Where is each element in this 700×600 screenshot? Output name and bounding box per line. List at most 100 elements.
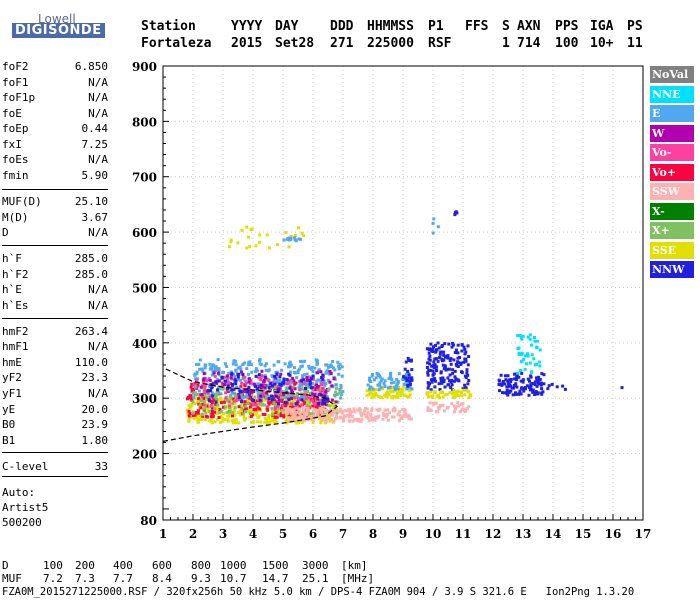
data-point [467, 379, 471, 382]
data-point [245, 367, 249, 371]
param-row: M(D) 3.67 [2, 211, 108, 225]
data-point [313, 388, 317, 392]
param-name: M(D) [2, 211, 29, 224]
data-point [526, 352, 529, 356]
data-point [191, 411, 195, 415]
data-point [455, 211, 459, 215]
profile-trace [162, 367, 339, 442]
param-value: N/A [88, 107, 108, 120]
data-point [395, 378, 399, 381]
data-point [522, 389, 526, 393]
data-point [526, 335, 530, 339]
data-point [258, 402, 262, 406]
data-point [385, 395, 389, 399]
data-point [203, 366, 207, 370]
data-point [259, 378, 263, 382]
data-point [536, 339, 540, 343]
data-point [241, 412, 245, 416]
data-point [234, 363, 238, 367]
data-point [251, 402, 255, 406]
param-name: foF2 [2, 60, 29, 73]
data-point [285, 408, 288, 412]
data-point [466, 390, 470, 394]
data-point [288, 236, 291, 240]
data-point [288, 373, 292, 377]
data-point [306, 380, 310, 384]
data-point [455, 364, 459, 368]
data-point [310, 394, 314, 398]
data-point [442, 378, 446, 382]
data-point [266, 378, 270, 382]
data-point [521, 334, 525, 338]
data-point [278, 379, 281, 383]
data-point [373, 418, 377, 422]
data-point [457, 404, 461, 408]
data-point [323, 384, 327, 388]
logo-text-lowell: Lowell [38, 12, 76, 26]
data-point [527, 393, 531, 397]
data-point [198, 414, 202, 418]
data-point [448, 359, 452, 362]
data-point [308, 382, 312, 386]
data-point [211, 410, 215, 414]
data-point [205, 379, 209, 383]
data-point [542, 373, 546, 377]
data-point [258, 362, 262, 366]
x-tick-label: 5 [279, 527, 287, 541]
data-point [339, 396, 343, 400]
data-point [460, 371, 464, 374]
data-point [300, 414, 304, 418]
data-point [261, 403, 264, 406]
data-point [524, 387, 527, 391]
data-point [275, 420, 279, 424]
param-name: h`E [2, 283, 22, 296]
data-point [401, 407, 405, 411]
data-point [374, 388, 378, 392]
data-point [396, 396, 400, 400]
header-label: IGA [590, 19, 614, 34]
data-point [429, 388, 433, 392]
data-point [281, 411, 285, 415]
param-value: 5.90 [81, 169, 109, 182]
x-tick-label: 13 [515, 527, 532, 541]
data-point [233, 391, 237, 395]
data-point [291, 408, 295, 412]
data-point [229, 405, 233, 409]
data-point [255, 411, 258, 415]
data-point [296, 371, 300, 374]
data-point [281, 395, 285, 399]
data-point [210, 391, 214, 395]
legend-entry: SSW [650, 183, 694, 200]
x-tick-label: 10 [425, 527, 442, 541]
data-point [340, 365, 344, 369]
data-point [244, 410, 247, 413]
data-point [464, 386, 468, 390]
data-point [248, 244, 252, 248]
data-point [284, 413, 288, 417]
data-point [302, 414, 306, 418]
data-point [306, 407, 310, 411]
data-point [308, 400, 312, 404]
data-point [428, 354, 432, 358]
data-point [302, 382, 306, 386]
data-point [339, 391, 343, 395]
data-point [325, 369, 329, 373]
data-point [517, 392, 521, 396]
data-point [401, 415, 405, 418]
data-point [371, 387, 375, 391]
data-point [200, 402, 204, 406]
legend-entry: Vo+ [650, 163, 694, 181]
data-point [288, 409, 291, 413]
data-point [377, 414, 381, 418]
data-point [408, 385, 412, 389]
data-point [397, 419, 401, 423]
data-point [530, 343, 533, 347]
data-point [404, 376, 408, 380]
data-point [437, 407, 441, 411]
data-point [309, 386, 313, 390]
data-point [305, 409, 309, 412]
data-point [203, 403, 206, 407]
data-point [435, 348, 439, 352]
data-point [198, 393, 202, 397]
param-name: h`F2 [2, 268, 29, 281]
